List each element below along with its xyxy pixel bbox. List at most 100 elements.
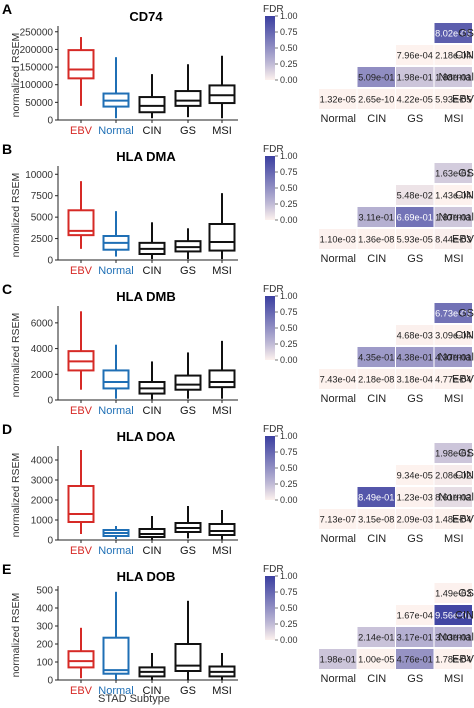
legend-tick-label: 0.25 [280,199,298,209]
legend-tick-label: 0.25 [280,479,298,489]
heatmap-row-label: EBV [452,514,474,526]
heatmap-cell-label: 1.67e-04 [397,610,433,620]
y-tick-label: 6000 [31,318,54,329]
x-tick-label: CIN [143,685,162,697]
heatmap-cell-label: 1.63e-01 [435,168,471,178]
legend-tick-label: 0.00 [280,355,298,365]
heatmap-cell [396,649,434,669]
x-tick-label: Normal [98,405,133,417]
x-tick-label: CIN [143,125,162,137]
legend-tick-label: 0.50 [280,43,298,53]
y-tick-label: 0 [47,256,53,267]
heatmap-cell [434,347,472,367]
heatmap-cell-label: 4.37e-01 [435,352,471,362]
x-tick-label: CIN [143,405,162,417]
box-gs [174,643,202,672]
fdr-colorbar [265,296,275,360]
heatmap-column-label: Normal [321,533,356,545]
panel-letter: D [2,421,12,437]
legend-tick-label: 1.00 [280,151,298,161]
heatmap-cell [434,67,472,87]
heatmap-row-label: CIN [455,190,474,202]
y-tick-label: 150000 [20,63,54,74]
heatmap-cell [357,347,395,367]
y-tick-label: 3000 [31,476,54,487]
legend-title: FDR [263,424,284,435]
heatmap-row-label: GS [458,448,474,460]
heatmap-cell-label: 1.49e-03 [435,588,471,598]
legend-tick-label: 0.75 [280,167,298,177]
heatmap-cell-label: 3.18e-04 [397,374,433,384]
y-axis-label: normalized RSEM [10,173,22,258]
fdr-colorbar [265,156,275,220]
heatmap-cell [434,627,472,647]
x-tick-label: GS [180,685,196,697]
heatmap-cell-label: 5.93e-05 [397,234,433,244]
heatmap-cell [319,649,357,669]
y-tick-label: 7500 [31,191,54,202]
heatmap-cell-label: 1.10e-03 [320,234,356,244]
heatmap-cell-label: 3.15e-08 [358,514,394,524]
x-tick-label: EBV [70,685,93,697]
heatmap-cell [434,369,472,389]
heatmap-cell [434,605,472,625]
y-tick-label: 300 [36,622,53,633]
heatmap-cell-label: 8.02e-01 [435,28,471,38]
y-tick-label: 4000 [31,456,54,467]
heatmap-cell [396,207,434,227]
y-tick-label: 2500 [31,234,54,245]
heatmap-column-label: CIN [367,113,386,125]
box-msi [208,223,236,252]
heatmap-cell [434,229,472,249]
heatmap-cell [319,89,357,109]
x-tick-label: MSI [212,685,232,697]
heatmap-cell-label: 1.00e-05 [358,654,394,664]
heatmap-cell-label: 4.77e-04 [435,374,471,384]
heatmap-cell-label: 1.98e-01 [320,654,356,664]
box-cin [138,96,166,114]
box-ebv [67,49,95,80]
heatmap-cell [434,583,472,603]
heatmap-cell-label: 7.13e-07 [320,514,356,524]
x-tick-label: GS [180,265,196,277]
panel-b: B HLA DMA normalized RSEM 0 2500 5000 7500 1000… [2,141,474,277]
heatmap-column-label: GS [407,253,423,265]
heatmap-cell-label: 3.17e-01 [397,632,433,642]
heatmap-cell-label: 4.76e-01 [397,654,433,664]
legend-tick-label: 0.75 [280,447,298,457]
heatmap-row-label: EBV [452,374,474,386]
heatmap-cell-label: 1.43e-04 [435,190,471,200]
heatmap-row-label: GS [458,28,474,40]
heatmap-cell [357,627,395,647]
heatmap-cell [357,649,395,669]
heatmap-cell [357,89,395,109]
heatmap-column-label: CIN [367,253,386,265]
panel-letter: E [2,561,11,577]
legend-tick-label: 0.50 [280,603,298,613]
heatmap-row-label: Normal [439,212,474,224]
heatmap-cell [357,67,395,87]
heatmap-row-label: EBV [452,234,474,246]
heatmap-cell [434,207,472,227]
heatmap-row-label: CIN [455,50,474,62]
heatmap-cell [357,369,395,389]
legend-tick-label: 0.00 [280,495,298,505]
heatmap-row-label: Normal [439,72,474,84]
x-tick-label: GS [180,125,196,137]
heatmap-cell-label: 1.48e-04 [435,514,471,524]
legend-title: FDR [263,564,284,575]
box-msi [208,523,236,536]
heatmap-cell [396,229,434,249]
box-gs [174,374,202,391]
heatmap-cell-label: 8.44e-03 [435,234,471,244]
legend-tick-label: 0.50 [280,323,298,333]
heatmap-cell [396,89,434,109]
heatmap-column-label: Normal [321,673,356,685]
y-axis-label: normalized RSEM [10,593,22,678]
heatmap-cell [357,229,395,249]
heatmap-cell-label: 5.09e-01 [358,72,394,82]
heatmap-cell-label: 9.34e-05 [397,470,433,480]
heatmap-cell-label: 1.32e-05 [320,94,356,104]
heatmap-cell [396,627,434,647]
heatmap-column-label: Normal [321,253,356,265]
